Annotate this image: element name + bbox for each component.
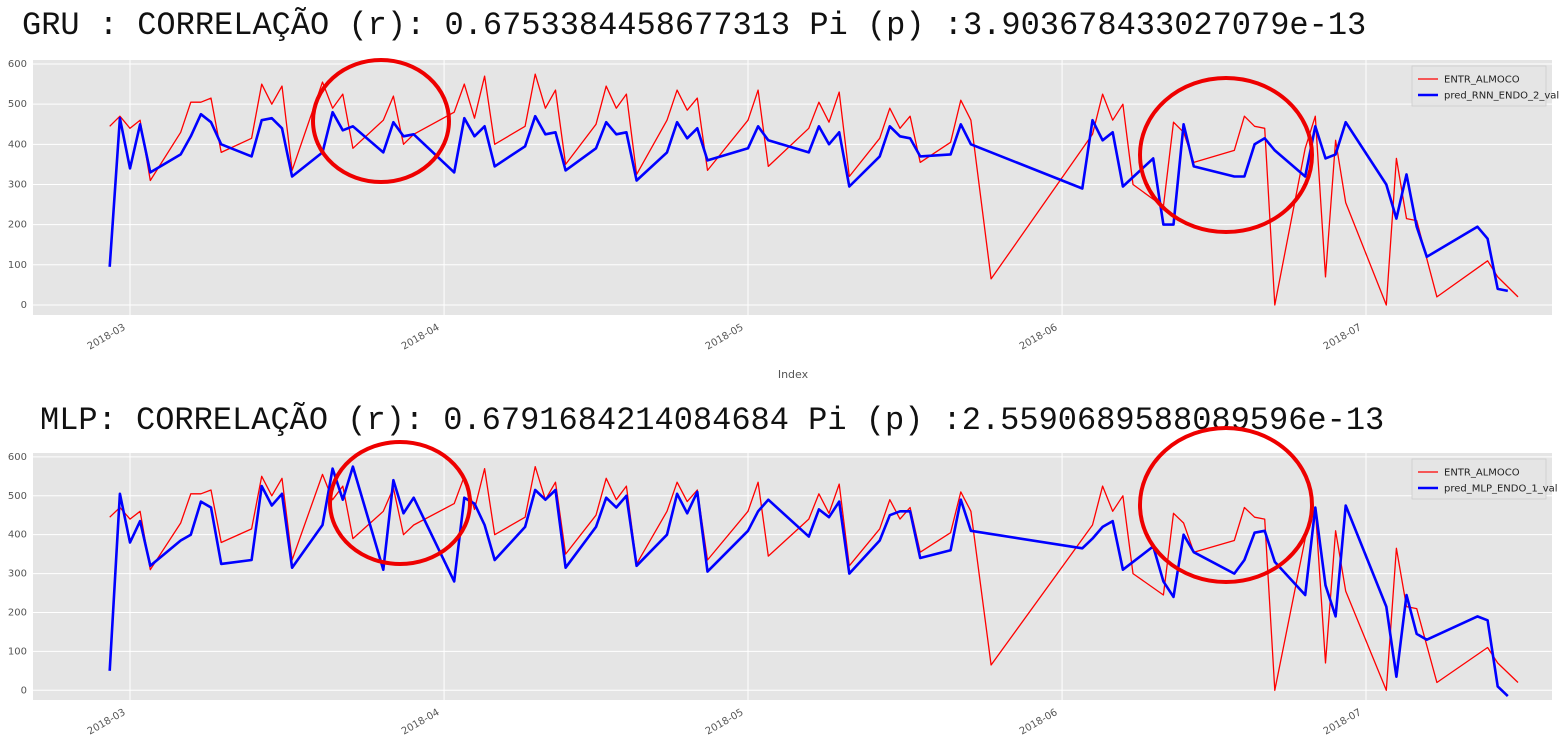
y-tick-label: 400 — [8, 530, 27, 541]
y-tick-label: 500 — [8, 99, 27, 110]
x-tick-label: 2018-07 — [1322, 707, 1364, 737]
legend-label: pred_RNN_ENDO_2_val — [1444, 91, 1559, 102]
y-tick-label: 200 — [8, 607, 27, 618]
chart-gru: 0 100 200 300 400 500 600 2018-03 2018-04 2018-05… — [8, 58, 1559, 381]
y-tick-label: 600 — [8, 59, 27, 70]
x-tick-label: 2018-06 — [1018, 707, 1060, 737]
x-tick-label: 2018-05 — [704, 707, 746, 737]
legend-label: pred_MLP_ENDO_1_val — [1444, 484, 1558, 495]
y-tick-label: 200 — [8, 220, 27, 231]
x-tick-label: 2018-05 — [704, 322, 746, 352]
chart-title-gru: GRU : CORRELAÇÃO (r): 0.6753384458677313… — [22, 7, 1367, 44]
x-axis-label: Index — [778, 368, 809, 381]
chart-mlp: 0 100 200 300 400 500 600 2018-03 2018-04 2018-05… — [8, 426, 1558, 737]
highlight-circle — [1138, 426, 1314, 584]
series-line-ENTR_ALMOCO — [109, 73, 1519, 306]
highlight-circle — [311, 58, 451, 184]
x-tick-label: 2018-03 — [86, 707, 128, 737]
y-tick-label: 0 — [21, 685, 27, 696]
x-tick-label: 2018-03 — [86, 322, 128, 352]
legend-label: ENTR_ALMOCO — [1444, 468, 1520, 479]
x-tick-label: 2018-04 — [400, 322, 442, 352]
highlight-circle — [1138, 76, 1314, 234]
plot-area — [33, 60, 1552, 315]
series-line-pred_RNN_ENDO_2_val — [108, 110, 1509, 293]
y-tick-label: 100 — [8, 646, 27, 657]
legend-label: ENTR_ALMOCO — [1444, 75, 1520, 86]
legend — [1411, 458, 1547, 500]
y-tick-label: 300 — [8, 179, 27, 190]
series-line-pred_MLP_ENDO_1_val — [108, 465, 1509, 698]
x-tick-label: 2018-07 — [1322, 322, 1364, 352]
y-tick-label: 300 — [8, 569, 27, 580]
series-line-ENTR_ALMOCO — [109, 465, 1519, 691]
plot-area — [33, 453, 1552, 700]
chart-title-mlp: MLP: CORRELAÇÃO (r): 0.6791684214084684 … — [40, 402, 1385, 439]
x-tick-label: 2018-06 — [1018, 322, 1060, 352]
x-tick-label: 2018-04 — [400, 707, 442, 737]
highlight-circle — [328, 440, 472, 566]
y-tick-label: 400 — [8, 139, 27, 150]
y-tick-label: 600 — [8, 452, 27, 463]
legend — [1411, 65, 1547, 107]
y-tick-label: 100 — [8, 260, 27, 271]
y-tick-label: 500 — [8, 491, 27, 502]
y-tick-label: 0 — [21, 300, 27, 311]
